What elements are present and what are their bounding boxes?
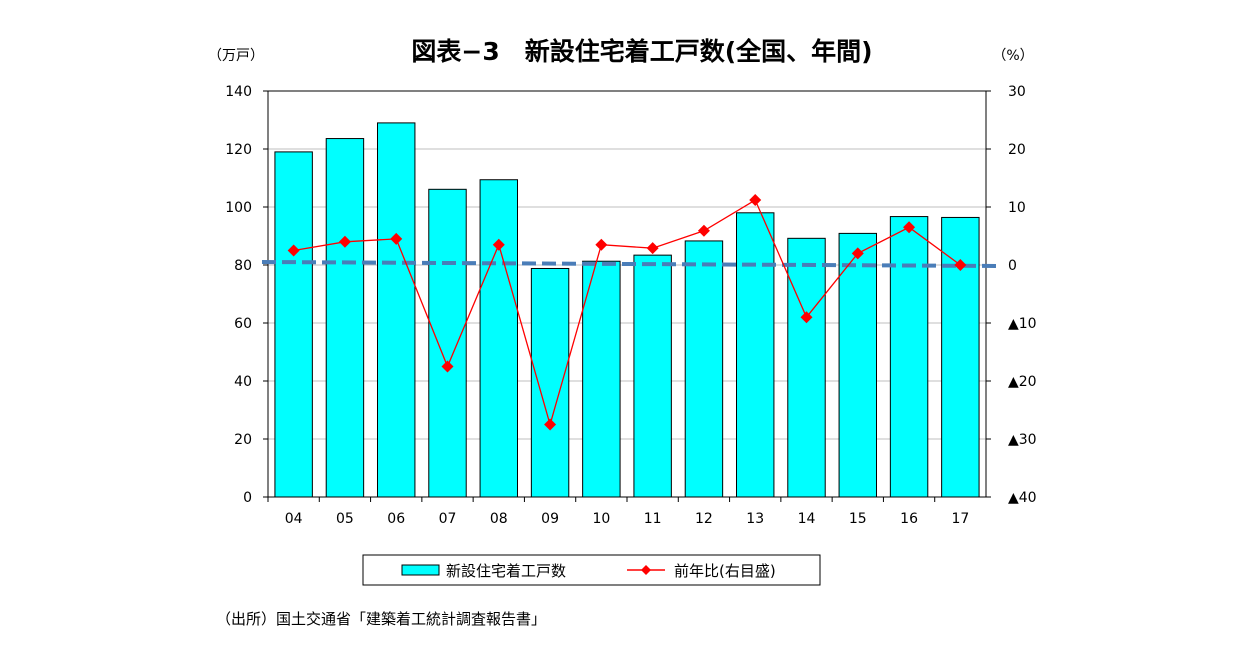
line-point [441, 360, 454, 373]
x-tick-label: 14 [798, 511, 816, 527]
x-tick-label: 10 [592, 511, 610, 527]
bar [684, 240, 724, 498]
zero-reference-line [261, 260, 999, 268]
plot-area-border [267, 90, 987, 498]
legend-swatch-marker [641, 565, 651, 575]
source-note: （出所）国土交通省「建築着工統計調査報告書」 [216, 610, 547, 628]
chart-title: 図表−3 新設住宅着工戸数(全国、年間) [411, 37, 872, 66]
line-point [390, 232, 403, 245]
line-point [800, 311, 813, 324]
line-point [954, 259, 967, 271]
left-tick-label: 100 [225, 200, 252, 216]
left-tick-label: 140 [225, 84, 252, 100]
right-axis-ticks: ▲40 ▲30 ▲20 ▲10 0 10 20 30 [986, 84, 1037, 506]
x-tick-label: 11 [644, 511, 662, 527]
bar [838, 232, 878, 498]
legend: 新設住宅着工戸数 前年比(右目盛) [362, 554, 821, 586]
right-tick-label: ▲40 [1008, 490, 1037, 506]
x-tick-label: 17 [951, 511, 969, 527]
right-tick-label: 30 [1008, 84, 1026, 100]
bar [633, 254, 672, 498]
x-tick-label: 08 [490, 511, 508, 527]
x-tick-label: 16 [900, 511, 918, 527]
x-tick-label: 04 [285, 511, 303, 527]
left-tick-label: 40 [234, 374, 252, 390]
line-point [338, 235, 351, 248]
bar [889, 216, 929, 498]
bar [530, 267, 570, 498]
left-tick-label: 120 [225, 142, 252, 158]
legend-swatch-bar [401, 564, 440, 576]
line-point [287, 244, 300, 257]
right-tick-label: ▲30 [1008, 432, 1037, 448]
right-tick-label: 20 [1008, 142, 1026, 158]
bar [274, 151, 313, 498]
left-tick-label: 60 [234, 316, 252, 332]
line-series [287, 194, 967, 431]
x-tick-label: 13 [746, 511, 764, 527]
line-point [492, 238, 505, 251]
gridlines [268, 148, 986, 440]
left-tick-label: 80 [234, 258, 252, 274]
x-tick-label: 06 [387, 511, 405, 527]
x-tick-label: 15 [849, 511, 867, 527]
x-axis-ticks: 04 05 06 07 08 09 10 11 12 13 14 15 16 17 [267, 497, 969, 527]
line-point [697, 224, 710, 237]
bar [325, 138, 365, 498]
line-point [851, 247, 864, 260]
line-point [749, 194, 762, 207]
right-tick-label: 10 [1008, 200, 1026, 216]
left-axis-unit: （万戸） [208, 48, 264, 64]
left-tick-label: 0 [243, 490, 252, 506]
line-point [595, 238, 608, 251]
left-axis-ticks: 0 20 40 60 80 100 120 140 [225, 84, 268, 506]
right-tick-label: 0 [1008, 258, 1017, 274]
left-tick-label: 20 [234, 432, 252, 448]
series-line [293, 199, 961, 427]
bar [787, 237, 826, 498]
right-axis-unit: （%） [992, 48, 1033, 64]
x-tick-label: 12 [695, 511, 713, 527]
bar [735, 212, 775, 498]
line-point [646, 242, 659, 255]
line-point [903, 221, 916, 234]
right-tick-label: ▲20 [1008, 374, 1037, 390]
x-tick-label: 09 [541, 511, 559, 527]
legend-label-line: 前年比(右目盛) [674, 562, 776, 580]
right-tick-label: ▲10 [1008, 316, 1037, 332]
bar [582, 260, 621, 498]
bar [376, 122, 416, 498]
line-point [544, 418, 557, 431]
legend-label-bar: 新設住宅着工戸数 [446, 562, 566, 580]
bar-series [274, 122, 980, 498]
x-tick-label: 07 [439, 511, 457, 527]
bar [479, 179, 519, 498]
bar [428, 188, 467, 498]
x-tick-label: 05 [336, 511, 354, 527]
